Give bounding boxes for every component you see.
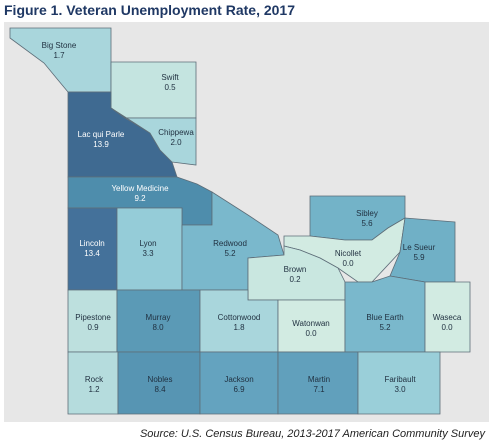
county-name-label: Rock bbox=[85, 375, 104, 384]
county-name-label: Lyon bbox=[139, 239, 156, 248]
county-name-label: Murray bbox=[146, 313, 171, 322]
county-value-label: 8.0 bbox=[152, 323, 164, 332]
county-shape[interactable] bbox=[357, 351, 441, 415]
county-name-label: Yellow Medicine bbox=[111, 184, 169, 193]
county-name-label: Nobles bbox=[148, 375, 173, 384]
county-name-label: Martin bbox=[308, 375, 330, 384]
county-value-label: 9.2 bbox=[134, 194, 146, 203]
county-name-label: Chippewa bbox=[158, 128, 194, 137]
county-name-label: Lac qui Parle bbox=[78, 130, 125, 139]
county-value-label: 5.6 bbox=[361, 219, 373, 228]
county-value-label: 3.0 bbox=[394, 385, 406, 394]
county-shape[interactable] bbox=[110, 61, 197, 119]
county-name-label: Waseca bbox=[433, 313, 462, 322]
county-value-label: 6.9 bbox=[233, 385, 245, 394]
county-name-label: Swift bbox=[161, 73, 179, 82]
county-value-label: 1.7 bbox=[53, 51, 65, 60]
county-value-label: 0.2 bbox=[289, 275, 301, 284]
county-value-label: 0.0 bbox=[305, 329, 317, 338]
county-value-label: 1.8 bbox=[233, 323, 245, 332]
county-name-label: Big Stone bbox=[42, 41, 77, 50]
county-name-label: Lincoln bbox=[79, 239, 104, 248]
county-value-label: 1.2 bbox=[88, 385, 100, 394]
figure-title: Figure 1. Veteran Unemployment Rate, 201… bbox=[4, 2, 295, 18]
county-value-label: 0.0 bbox=[342, 259, 354, 268]
county-name-label: Brown bbox=[284, 265, 307, 274]
county-value-label: 13.9 bbox=[93, 140, 109, 149]
county-value-label: 8.4 bbox=[154, 385, 166, 394]
county-name-label: Le Sueur bbox=[403, 243, 436, 252]
county-value-label: 0.5 bbox=[164, 83, 176, 92]
source-note: Source: U.S. Census Bureau, 2013-2017 Am… bbox=[139, 428, 485, 440]
county-name-label: Nicollet bbox=[335, 249, 362, 258]
county-name-label: Redwood bbox=[213, 239, 247, 248]
county-value-label: 3.3 bbox=[142, 249, 154, 258]
county-shape[interactable] bbox=[424, 281, 471, 353]
county-name-label: Pipestone bbox=[75, 313, 111, 322]
county-value-label: 2.0 bbox=[170, 138, 182, 147]
county-name-label: Cottonwood bbox=[218, 313, 261, 322]
county-value-label: 5.2 bbox=[379, 323, 391, 332]
county-name-label: Faribault bbox=[384, 375, 416, 384]
county-name-label: Blue Earth bbox=[366, 313, 403, 322]
county-value-label: 7.1 bbox=[313, 385, 325, 394]
county-shape[interactable] bbox=[9, 27, 112, 93]
county-name-label: Jackson bbox=[224, 375, 253, 384]
county-value-label: 5.2 bbox=[224, 249, 236, 258]
county-value-label: 13.4 bbox=[84, 249, 100, 258]
county-value-label: 5.9 bbox=[413, 253, 425, 262]
county-value-label: 0.0 bbox=[441, 323, 453, 332]
county-value-label: 0.9 bbox=[87, 323, 99, 332]
county-name-label: Watonwan bbox=[292, 319, 330, 328]
county-shape[interactable] bbox=[110, 107, 197, 166]
county-name-label: Sibley bbox=[356, 209, 378, 218]
